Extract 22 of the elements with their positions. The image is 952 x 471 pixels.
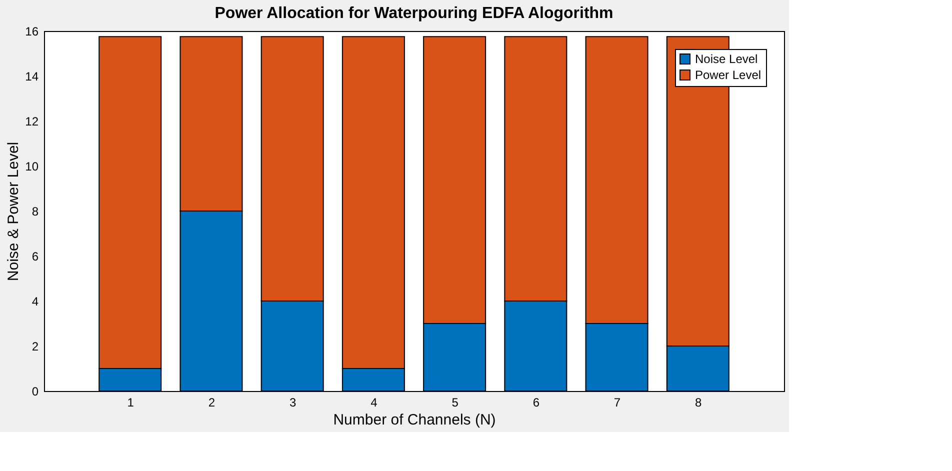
x-tick-label: 7 xyxy=(614,396,621,410)
y-tick-label: 6 xyxy=(32,250,39,264)
y-tick-label: 8 xyxy=(32,204,39,218)
x-tick-label: 6 xyxy=(532,396,540,410)
y-axis-title: Noise & Power Level xyxy=(5,142,22,282)
x-tick-label: 4 xyxy=(370,396,378,410)
chart-title: Power Allocation for Waterpouring EDFA Alogorithm xyxy=(214,5,614,22)
x-tick-label: 8 xyxy=(695,396,702,410)
x-tick-label: 3 xyxy=(289,396,296,410)
legend-label: Noise Level xyxy=(695,52,758,66)
y-tick-label: 4 xyxy=(32,294,39,308)
legend-label: Power Level xyxy=(695,68,762,82)
y-tick-label: 0 xyxy=(32,384,39,398)
y-tick-label: 10 xyxy=(25,160,39,174)
x-axis-title: Number of Channels (N) xyxy=(333,412,496,428)
y-tick-label: 16 xyxy=(25,24,39,38)
x-tick-label: 5 xyxy=(452,396,459,410)
y-tick-label: 14 xyxy=(25,70,39,84)
y-tick-label: 2 xyxy=(32,340,39,354)
x-tick-label: 1 xyxy=(127,396,134,410)
y-tick-label: 12 xyxy=(25,114,39,128)
x-tick-label: 2 xyxy=(208,396,216,410)
